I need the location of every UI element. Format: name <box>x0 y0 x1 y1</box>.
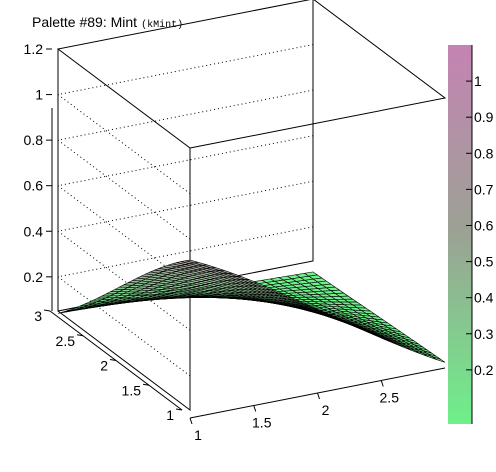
y-tick-label: 1 <box>166 407 174 423</box>
x-tick <box>317 392 320 400</box>
z-tick-label: 0.8 <box>24 132 44 148</box>
x-tick <box>253 405 257 412</box>
x-tick <box>189 417 193 425</box>
color-bar-tick-label: 0.9 <box>474 109 494 125</box>
y-tick-label: 2 <box>100 358 108 374</box>
color-bar-tick-label: 0.4 <box>474 290 494 306</box>
z-gridline <box>56 180 314 331</box>
chart-title: Palette #89: Mint (kMint) <box>32 14 183 31</box>
surface <box>57 259 446 363</box>
y-tick <box>109 359 117 361</box>
color-bar-tick-label: 0.6 <box>474 217 494 233</box>
color-bar-tick-label: 0.7 <box>474 181 494 197</box>
color-bar-tick-label: 1 <box>474 73 482 89</box>
chart-title-text: Palette #89: Mint <box>32 14 138 30</box>
color-bar: 0.2 0.3 0.4 0.5 0.6 0.7 0.8 0.9 1 <box>448 45 494 424</box>
color-bar-tick-label: 0.2 <box>474 362 494 378</box>
z-tick-label: 0.6 <box>24 178 44 194</box>
color-bar-tick-label: 0.5 <box>474 254 494 270</box>
frame-front <box>189 0 447 149</box>
x-tick-label: 1 <box>194 427 202 443</box>
y-tick <box>76 334 84 337</box>
z-tick-label: 0.4 <box>24 223 44 239</box>
x-tick-label: 1.5 <box>252 415 272 431</box>
z-tick-label: 1.2 <box>24 41 44 57</box>
z-tick-label: 0.2 <box>24 269 44 285</box>
y-tick <box>43 309 51 312</box>
x-tick-label: 2.5 <box>380 390 400 406</box>
z-tick-label: 1 <box>35 87 43 103</box>
z-gridline <box>56 89 314 240</box>
axes: 0.2 0.4 0.6 0.8 1 1.2 1 1.5 2 2.5 1 1.5 2 2.5 3 <box>24 41 446 443</box>
palette-code: (kMint) <box>141 20 184 31</box>
left-back-wall <box>57 48 191 411</box>
color-bar-tick-label: 0.8 <box>474 145 494 161</box>
x-tick <box>380 380 384 387</box>
surface-cell <box>431 356 446 363</box>
top-front-edges <box>189 0 447 149</box>
z-gridline <box>56 44 314 194</box>
z-gridline <box>56 226 314 377</box>
y-tick <box>142 383 150 386</box>
y-tick-label: 2.5 <box>56 333 76 349</box>
color-bar-gradient <box>448 45 472 424</box>
y-tick-label: 3 <box>34 308 42 324</box>
y-tick-label: 1.5 <box>122 382 142 398</box>
color-bar-tick-label: 0.3 <box>474 326 494 342</box>
y-tick <box>175 408 183 411</box>
frame-box <box>56 0 314 411</box>
x-tick-label: 2 <box>322 402 330 418</box>
